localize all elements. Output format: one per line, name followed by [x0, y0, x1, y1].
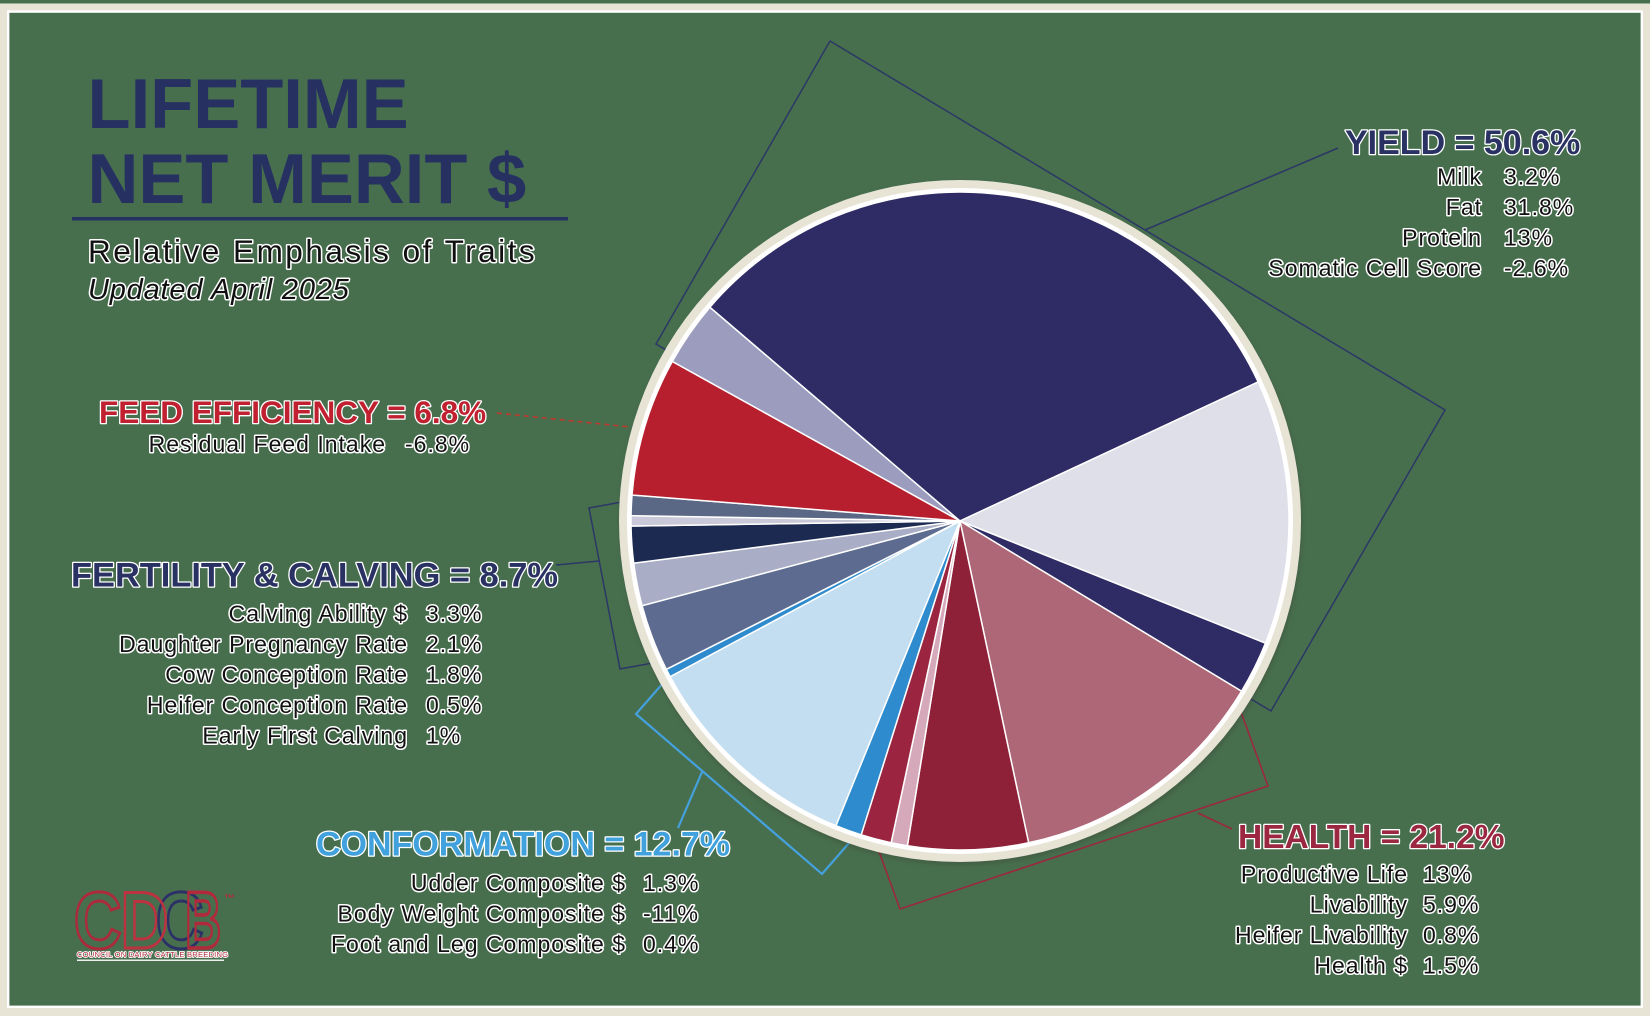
svg-text:1.3%: 1.3%	[643, 870, 699, 896]
svg-text:D: D	[121, 875, 169, 966]
svg-text:CONFORMATION = 12.7%: CONFORMATION = 12.7%	[316, 826, 730, 864]
svg-text:LIFETIME: LIFETIME	[88, 64, 409, 143]
svg-text:FERTILITY & CALVING = 8.7%: FERTILITY & CALVING = 8.7%	[71, 557, 558, 595]
svg-text:Daughter Pregnancy Rate: Daughter Pregnancy Rate	[119, 631, 408, 657]
svg-text:Calving Ability $: Calving Ability $	[229, 601, 408, 627]
svg-text:0.8%: 0.8%	[1423, 922, 1479, 948]
svg-text:COUNCIL ON DAIRY CATTLE BREEDI: COUNCIL ON DAIRY CATTLE BREEDING	[77, 950, 228, 959]
svg-text:3.2%: 3.2%	[1504, 164, 1560, 190]
svg-text:Somatic Cell Score: Somatic Cell Score	[1268, 255, 1482, 281]
svg-text:YIELD = 50.6%: YIELD = 50.6%	[1345, 124, 1580, 162]
svg-text:5.9%: 5.9%	[1423, 892, 1479, 918]
svg-text:31.8%: 31.8%	[1504, 194, 1574, 220]
svg-text:NET MERIT $: NET MERIT $	[88, 139, 527, 218]
svg-text:C: C	[156, 875, 204, 966]
svg-text:FEED EFFICIENCY = 6.8%: FEED EFFICIENCY = 6.8%	[99, 394, 486, 430]
svg-text:C: C	[74, 875, 122, 966]
svg-text:Productive Life: Productive Life	[1241, 861, 1408, 887]
svg-text:Body Weight Composite $: Body Weight Composite $	[338, 901, 627, 927]
svg-text:Milk: Milk	[1437, 164, 1482, 190]
svg-text:Foot and Leg Composite $: Foot and Leg Composite $	[331, 931, 626, 957]
svg-text:0.5%: 0.5%	[426, 692, 482, 718]
svg-text:Udder Composite $: Udder Composite $	[411, 870, 626, 896]
svg-text:1.8%: 1.8%	[426, 662, 482, 688]
svg-text:Early First Calving: Early First Calving	[202, 723, 408, 749]
svg-text:3.3%: 3.3%	[426, 601, 482, 627]
svg-text:-2.6%: -2.6%	[1504, 255, 1569, 281]
svg-text:Residual Feed Intake: Residual Feed Intake	[149, 431, 386, 457]
svg-text:-11%: -11%	[643, 901, 699, 927]
svg-text:Heifer Conception Rate: Heifer Conception Rate	[147, 692, 408, 718]
svg-text:Cow Conception Rate: Cow Conception Rate	[165, 662, 408, 688]
svg-text:Fat: Fat	[1446, 194, 1482, 220]
svg-text:Health $: Health $	[1314, 953, 1408, 979]
svg-text:13%: 13%	[1504, 225, 1553, 251]
svg-text:Livability: Livability	[1310, 892, 1408, 918]
svg-text:B: B	[185, 876, 221, 966]
svg-text:1.5%: 1.5%	[1423, 953, 1479, 979]
svg-text:13%: 13%	[1423, 861, 1472, 887]
svg-text:HEALTH = 21.2%: HEALTH = 21.2%	[1238, 819, 1505, 856]
svg-text:2.1%: 2.1%	[426, 631, 482, 657]
svg-text:Relative Emphasis of Traits: Relative Emphasis of Traits	[88, 233, 537, 269]
svg-text:0.4%: 0.4%	[643, 931, 699, 957]
svg-text:-6.8%: -6.8%	[405, 431, 470, 457]
svg-text:1%: 1%	[426, 723, 461, 749]
svg-text:Protein: Protein	[1402, 225, 1482, 251]
svg-text:Updated April 2025: Updated April 2025	[88, 274, 350, 306]
svg-text:™: ™	[224, 893, 235, 905]
svg-text:Heifer Livability: Heifer Livability	[1235, 922, 1408, 948]
